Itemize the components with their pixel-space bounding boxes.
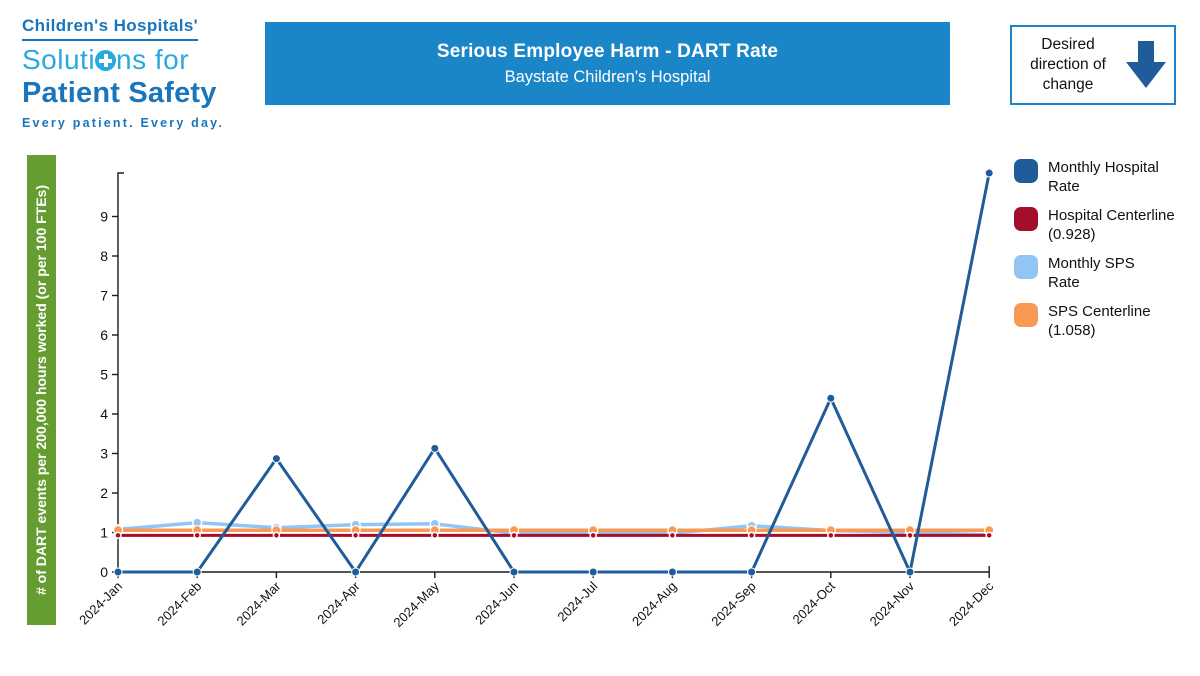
monthly-hospital-rate-point (192, 567, 202, 577)
hospital-centerline-0-928-point (351, 531, 360, 540)
legend-label: Hospital Centerline (0.928) (1048, 207, 1175, 243)
legend-item: SPS Centerline (1.058) (1014, 302, 1194, 340)
logo-line-patient-safety: Patient Safety (22, 77, 217, 109)
x-tick-label: 2024-Feb (154, 579, 204, 629)
x-tick-label: 2024-Apr (314, 578, 363, 627)
monthly-hospital-rate-point (905, 567, 915, 577)
y-tick-label: 9 (100, 209, 108, 225)
legend-swatch (1014, 303, 1038, 327)
monthly-hospital-rate-point (271, 454, 281, 464)
y-axis-label-bar: # of DART events per 200,000 hours worke… (27, 155, 56, 625)
x-tick-label: 2024-Sep (708, 579, 758, 629)
monthly-hospital-rate-point (351, 567, 361, 577)
legend-swatch (1014, 255, 1038, 279)
hospital-centerline-0-928-point (272, 531, 281, 540)
y-tick-label: 8 (100, 248, 108, 264)
hospital-centerline-0-928-point (114, 531, 122, 540)
hospital-centerline-0-928-point (193, 531, 201, 540)
x-tick-label: 2024-Dec (946, 578, 997, 629)
monthly-hospital-rate-point (430, 443, 440, 453)
x-tick-label: 2024-Jan (76, 579, 125, 628)
monthly-hospital-rate-point (747, 567, 757, 577)
logo-tagline: Every patient. Every day. (22, 116, 225, 130)
arrow-down-icon (1126, 41, 1166, 88)
legend-label: SPS Centerline (1.058) (1048, 303, 1151, 339)
hospital-centerline-0-928-point (431, 531, 439, 540)
hospital-centerline-0-928-point (510, 531, 518, 540)
y-tick-label: 7 (100, 288, 108, 304)
legend-item: Hospital Centerline (0.928) (1014, 206, 1194, 244)
legend-label: Monthly SPS Rate (1048, 255, 1135, 291)
y-tick-label: 0 (100, 564, 108, 580)
hospital-centerline-0-928-point (589, 531, 597, 540)
monthly-hospital-rate-point (667, 567, 677, 577)
y-tick-label: 1 (100, 525, 108, 541)
y-tick-label: 5 (100, 367, 108, 383)
x-tick-label: 2024-Jun (472, 579, 521, 628)
y-axis-line (117, 172, 124, 572)
x-tick-label: 2024-Mar (234, 578, 284, 628)
y-tick-label: 4 (100, 406, 108, 422)
legend-item: Monthly Hospital Rate (1014, 158, 1194, 196)
x-tick-label: 2024-Nov (867, 578, 918, 629)
page-subtitle: Baystate Children's Hospital (504, 67, 711, 86)
logo-line-childrens-hospitals: Children's Hospitals' (22, 16, 199, 41)
monthly-hospital-rate-point (826, 393, 836, 403)
sps-logo: Children's Hospitals' Soluti ns for Patie… (22, 16, 252, 130)
hospital-centerline-0-928-point (668, 531, 677, 540)
legend-item: Monthly SPS Rate (1014, 254, 1194, 292)
legend-swatch (1014, 159, 1038, 183)
x-tick-label: 2024-May (390, 578, 442, 630)
y-tick-label: 3 (100, 446, 108, 462)
legend-label: Monthly Hospital Rate (1048, 159, 1159, 195)
x-tick-label: 2024-Oct (789, 578, 838, 627)
logo-solutions-post: ns for (116, 44, 190, 75)
monthly-hospital-rate-point (984, 168, 994, 178)
x-tick-label: 2024-Jul (554, 578, 600, 624)
chart-legend: Monthly Hospital Rate Hospital Centerline(… (1014, 158, 1194, 350)
hospital-centerline-0-928-point (747, 531, 756, 540)
medical-cross-o-icon (95, 50, 117, 71)
monthly-hospital-rate-point (509, 567, 519, 577)
y-tick-label: 6 (100, 327, 108, 343)
logo-line-solutions-for: Soluti ns for (22, 44, 252, 76)
monthly-hospital-rate-point (113, 567, 123, 577)
desired-direction-label: Desired direction of change (1030, 36, 1106, 93)
y-axis-label: # of DART events per 200,000 hours worke… (33, 184, 50, 596)
dart-rate-line-chart: 0 1 2 3 4 5 6 7 8 9 2024-Jan 2024-Feb 2024-Mar 2024-A… (76, 168, 997, 630)
y-tick-label: 2 (100, 485, 108, 501)
logo-solutions-pre: Soluti (22, 44, 96, 75)
page-title: Serious Employee Harm - DART Rate (436, 40, 779, 62)
hospital-centerline-0-928-point (985, 531, 993, 540)
hospital-centerline-0-928-point (827, 531, 835, 540)
desired-direction-box: Desired direction of change (1010, 25, 1176, 105)
x-tick-label: 2024-Aug (629, 579, 679, 629)
chart-title-banner: Serious Employee Harm - DART Rate Baysta… (265, 22, 950, 105)
legend-swatch (1014, 207, 1038, 231)
hospital-centerline-0-928-point (906, 531, 914, 540)
monthly-hospital-rate-line (118, 172, 991, 574)
monthly-hospital-rate-point (588, 567, 598, 577)
